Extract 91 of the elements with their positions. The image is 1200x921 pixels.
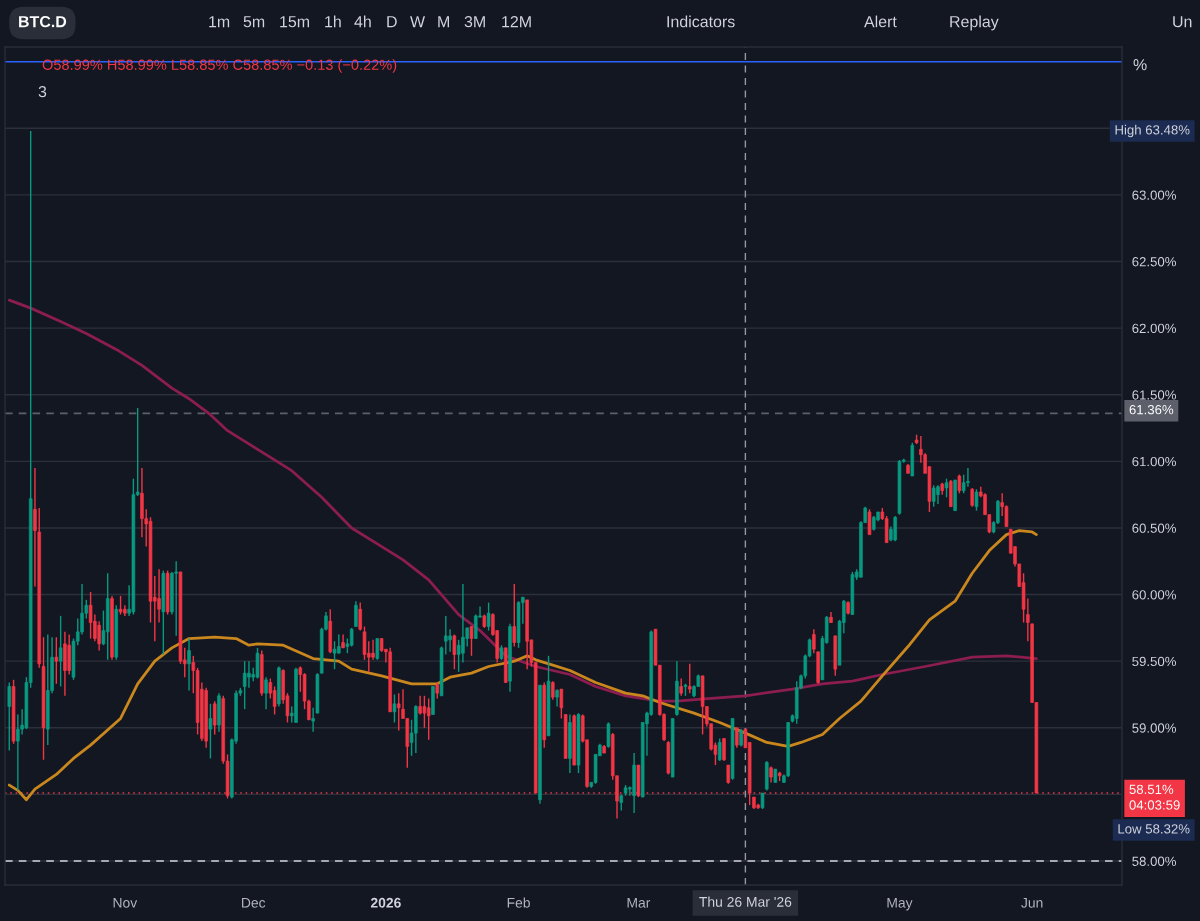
y-tick-label: 61.50% (1132, 390, 1176, 400)
x-tick-label: Dec (242, 898, 266, 908)
candlestick (242, 660, 247, 710)
x-tick-label: Feb (507, 897, 530, 908)
candlestick (469, 625, 474, 657)
candlestick (208, 703, 213, 760)
x-tick-label: Nov (113, 898, 138, 908)
candlestick (272, 685, 277, 716)
candlestick (255, 647, 260, 680)
candlestick (7, 681, 12, 752)
line-series (7, 298, 1038, 703)
candlestick (16, 713, 20, 792)
candlestick (448, 628, 452, 653)
y-tick-label: 63.00% (1132, 190, 1176, 200)
candlestick (332, 640, 337, 670)
candlestick (931, 484, 936, 508)
text: 12M (502, 15, 531, 28)
text: M (438, 16, 449, 28)
y-tick-label: 60.00% (1132, 590, 1176, 600)
candlestick (358, 601, 362, 632)
ref-line-label: 58.51% 04:03:59 (1129, 784, 1180, 810)
annotation: Low 58.32% (1118, 824, 1190, 834)
text: D (387, 16, 397, 28)
x-tick-label: 2026 (370, 897, 401, 908)
candlestick (396, 692, 401, 732)
text: % (1133, 59, 1147, 71)
x-tick-label: Jun (1021, 898, 1043, 908)
y-tick-label: 59.00% (1132, 723, 1176, 733)
candlestick (726, 764, 731, 785)
candlestick (512, 583, 517, 648)
candlestick (371, 639, 375, 661)
y-tick-label: 61.00% (1132, 456, 1176, 467)
candlestick (118, 595, 123, 616)
candlestick (606, 721, 611, 749)
annotation: 3 (38, 85, 47, 98)
line-series (7, 529, 1038, 802)
candlestick (58, 615, 63, 688)
annotation: High 63.48% (1115, 124, 1190, 138)
ref-line-label: Thu 26 Mar '26 (699, 896, 792, 907)
candlestick (735, 727, 739, 749)
candlestick (247, 660, 251, 689)
text: O58.99% H58.99% L58.85% C58.85% −0.13 (−0.22%) (42, 59, 397, 73)
candlestick (936, 484, 940, 505)
text: W (410, 16, 426, 28)
candlestick (426, 697, 431, 741)
candlestick (966, 467, 970, 488)
candlestick (722, 737, 726, 762)
y-tick-label: 58.00% (1132, 856, 1176, 866)
candlestick (461, 583, 465, 664)
candlestick (264, 676, 268, 710)
candlestick (212, 700, 217, 736)
y-tick-label: 62.50% (1132, 257, 1176, 267)
candlestick (392, 693, 397, 724)
candlestick (893, 515, 897, 542)
candlestick (422, 695, 427, 729)
chart-title: BTC.D (19, 15, 67, 28)
candlestick (944, 477, 949, 499)
x-tick-label: May (887, 898, 913, 911)
candlestick (354, 600, 358, 628)
ref-line-label: 61.36% (1129, 404, 1174, 415)
candlestick (452, 633, 457, 670)
candlestick (187, 637, 191, 692)
y-tick-label: 62.00% (1132, 323, 1176, 334)
x-tick-label: Mar (627, 898, 651, 908)
candlestick (375, 637, 380, 661)
candlestick (687, 663, 692, 694)
candlestick (88, 591, 93, 640)
candlestick (349, 627, 354, 648)
text: Replay (950, 15, 999, 31)
candlestick (867, 508, 872, 536)
text: Indicators (667, 15, 735, 28)
candlestick (717, 737, 722, 762)
candlestick (884, 515, 889, 544)
candlestick (486, 601, 491, 632)
candlestick (157, 568, 161, 624)
y-tick-label: 59.50% (1132, 656, 1176, 667)
candlestick (551, 680, 555, 701)
text: Alert (864, 15, 897, 28)
candlestick (174, 560, 178, 637)
text: 1m (209, 16, 230, 28)
candlestick (974, 488, 979, 512)
candlestick (54, 636, 59, 685)
text: 1h (325, 15, 341, 28)
text: 3M (464, 15, 485, 28)
y-tick-label: 60.50% (1132, 523, 1176, 533)
text: 4h (354, 15, 371, 28)
text: 15m (280, 16, 310, 28)
text: 5m (243, 16, 265, 28)
candlestick (970, 487, 974, 508)
text: Un (1173, 16, 1192, 28)
candlestick (559, 688, 564, 720)
